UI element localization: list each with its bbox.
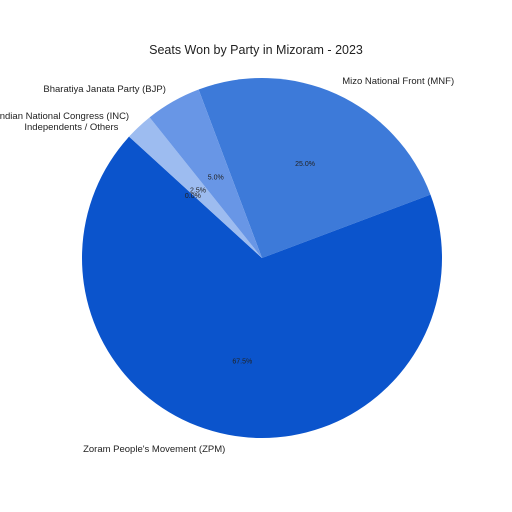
chart-title: Seats Won by Party in Mizoram - 2023 — [149, 43, 363, 57]
label-mizo-national-front-mnf: Mizo National Front (MNF) — [342, 76, 454, 87]
slice-mizo-national-front-mnf — [198, 78, 431, 258]
pct-label-bharatiya-janata-party-bjp: 5.0% — [208, 175, 224, 182]
pct-label-mizo-national-front-mnf: 25.0% — [295, 161, 315, 168]
pie-slices — [81, 78, 442, 438]
slice-indian-national-congress-inc — [129, 117, 262, 258]
label-bharatiya-janata-party-bjp: Bharatiya Janata Party (BJP) — [43, 84, 166, 95]
pct-label-indian-national-congress-inc: 2.5% — [190, 188, 206, 195]
slice-bharatiya-janata-party-bjp — [149, 89, 262, 258]
label-indian-national-congress-inc: Indian National Congress (INC) — [0, 111, 129, 122]
slice-zoram-people-s-movement-zpm — [81, 136, 442, 438]
pct-label-zoram-people-s-movement-zpm: 67.5% — [232, 359, 252, 366]
slice-labels: Mizo National Front (MNF) Zoram People's … — [0, 76, 454, 455]
percentage-labels: 25.0% 67.5% 0.0%2.5%5.0% — [185, 161, 315, 366]
pct-label-independents-others: 0.0% — [185, 193, 201, 200]
label-zoram-people-s-movement-zpm: Zoram People's Movement (ZPM) — [83, 444, 225, 455]
label-independents-others: Independents / Others — [24, 122, 118, 133]
